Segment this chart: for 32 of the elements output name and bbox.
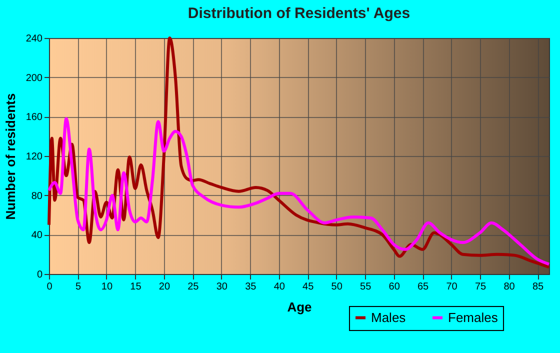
x-tick-label: 60 [388,282,400,292]
x-axis-title: Age [287,300,312,314]
y-tick-label: 80 [31,190,43,202]
x-tick-label: 75 [474,282,487,292]
x-tick-label: 25 [188,282,200,292]
x-tick-label: 50 [331,282,343,292]
x-tick-label: 45 [302,282,314,292]
y-tick-label: 40 [31,230,43,242]
x-tick-label: 10 [101,282,113,292]
x-tick-label: 5 [75,282,82,292]
line-series [48,117,550,266]
y-tick-label: 120 [26,152,43,162]
x-tick-label: 35 [245,282,257,292]
x-tick-label: 85 [532,282,544,292]
x-tick-label: 40 [274,282,286,292]
y-tick-label: 0 [36,270,43,280]
x-tick-label: 20 [158,282,170,292]
x-tick-label: 30 [216,282,228,292]
y-axis-title: Number of residents [2,93,18,220]
legend-label: Females [448,310,498,325]
x-tick-label: 65 [418,282,430,292]
x-tick-label: 70 [446,282,458,292]
y-tick-label: 240 [26,34,43,44]
legend-label: Males [371,310,406,325]
x-tick-label: 15 [130,282,142,292]
y-tick-label: 200 [26,72,43,84]
chart-title: Distribution of Residents' Ages [188,5,410,22]
x-tick-label: 80 [504,282,516,292]
y-tick-label: 160 [26,112,43,124]
line-series [48,36,550,269]
x-tick-label: 0 [46,282,53,292]
x-tick-label: 55 [360,282,372,292]
